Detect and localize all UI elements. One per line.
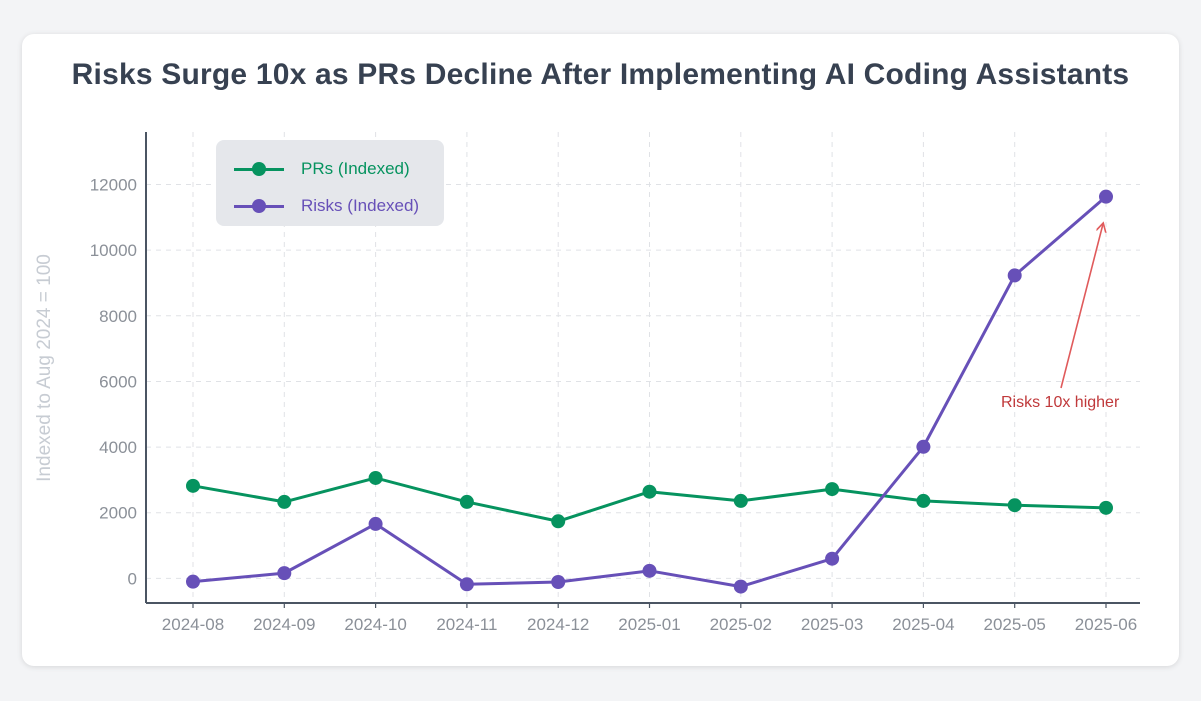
chart-card (22, 34, 1179, 666)
data-point-risks (277, 566, 292, 581)
data-point-prs (1099, 500, 1113, 515)
tick-labels: 0 2000 4000 6000 8000 10000 12000 2024-08 2024-0… (90, 176, 1137, 634)
legend: PRs (Indexed) Risks (Indexed) (216, 140, 444, 226)
y-tick-label: 12000 (90, 176, 137, 195)
x-tick-label: 2024-08 (162, 615, 224, 634)
chart-title: Risks Surge 10x as PRs Decline After Imp… (71, 58, 1130, 91)
x-tick-label: 2025-04 (892, 615, 954, 634)
legend-swatch-risks (234, 193, 284, 219)
data-point-prs (825, 482, 840, 497)
data-point-risks (825, 551, 840, 566)
data-point-risks (459, 577, 474, 592)
y-tick-label: 8000 (99, 307, 137, 326)
x-tick-label: 2024-12 (527, 615, 589, 634)
data-point-prs (733, 493, 748, 508)
y-tick-label: 6000 (99, 372, 137, 391)
data-point-prs (277, 494, 292, 509)
data-point-risks (916, 439, 931, 454)
x-tick-label: 2025-03 (801, 615, 863, 634)
legend-label-prs: PRs (Indexed) (301, 159, 410, 178)
data-point-risks (368, 516, 383, 531)
data-point-prs (916, 493, 931, 508)
y-tick-label: 2000 (99, 504, 137, 523)
annotation-label: Risks 10x higher (1001, 394, 1120, 411)
x-tick-label: 2024-10 (344, 615, 406, 634)
x-tick-label: 2024-09 (253, 615, 315, 634)
data-point-risks (1007, 268, 1022, 283)
x-tick-label: 2025-05 (984, 615, 1046, 634)
data-point-prs (642, 484, 657, 499)
data-point-prs (459, 494, 474, 509)
y-tick-label: 0 (128, 569, 137, 588)
x-tick-label: 2025-02 (710, 615, 772, 634)
annotation-arrow (1060, 224, 1103, 389)
annotation-layer (1060, 224, 1103, 389)
data-point-risks (186, 574, 200, 589)
data-point-risks (733, 579, 748, 594)
legend-item-risks: Risks (Indexed) (216, 193, 444, 219)
data-point-prs (186, 478, 200, 493)
x-tick-label: 2025-01 (618, 615, 680, 634)
data-point-prs (551, 514, 566, 529)
series-layer (186, 189, 1113, 594)
legend-swatch-prs (234, 156, 284, 182)
x-tick-label: 2025-06 (1075, 615, 1137, 634)
data-point-risks (642, 563, 657, 578)
y-tick-label: 4000 (99, 438, 137, 457)
data-point-risks (551, 574, 566, 589)
y-tick-label: 10000 (90, 241, 137, 260)
data-point-risks (1099, 189, 1113, 204)
data-point-prs (1007, 498, 1022, 513)
y-axis-label: Indexed to Aug 2024 = 100 (34, 254, 55, 482)
legend-item-prs: PRs (Indexed) (216, 156, 444, 182)
legend-label-risks: Risks (Indexed) (301, 196, 420, 215)
data-point-prs (368, 470, 383, 485)
x-tick-label: 2024-11 (436, 615, 497, 634)
axes (145, 132, 1140, 608)
